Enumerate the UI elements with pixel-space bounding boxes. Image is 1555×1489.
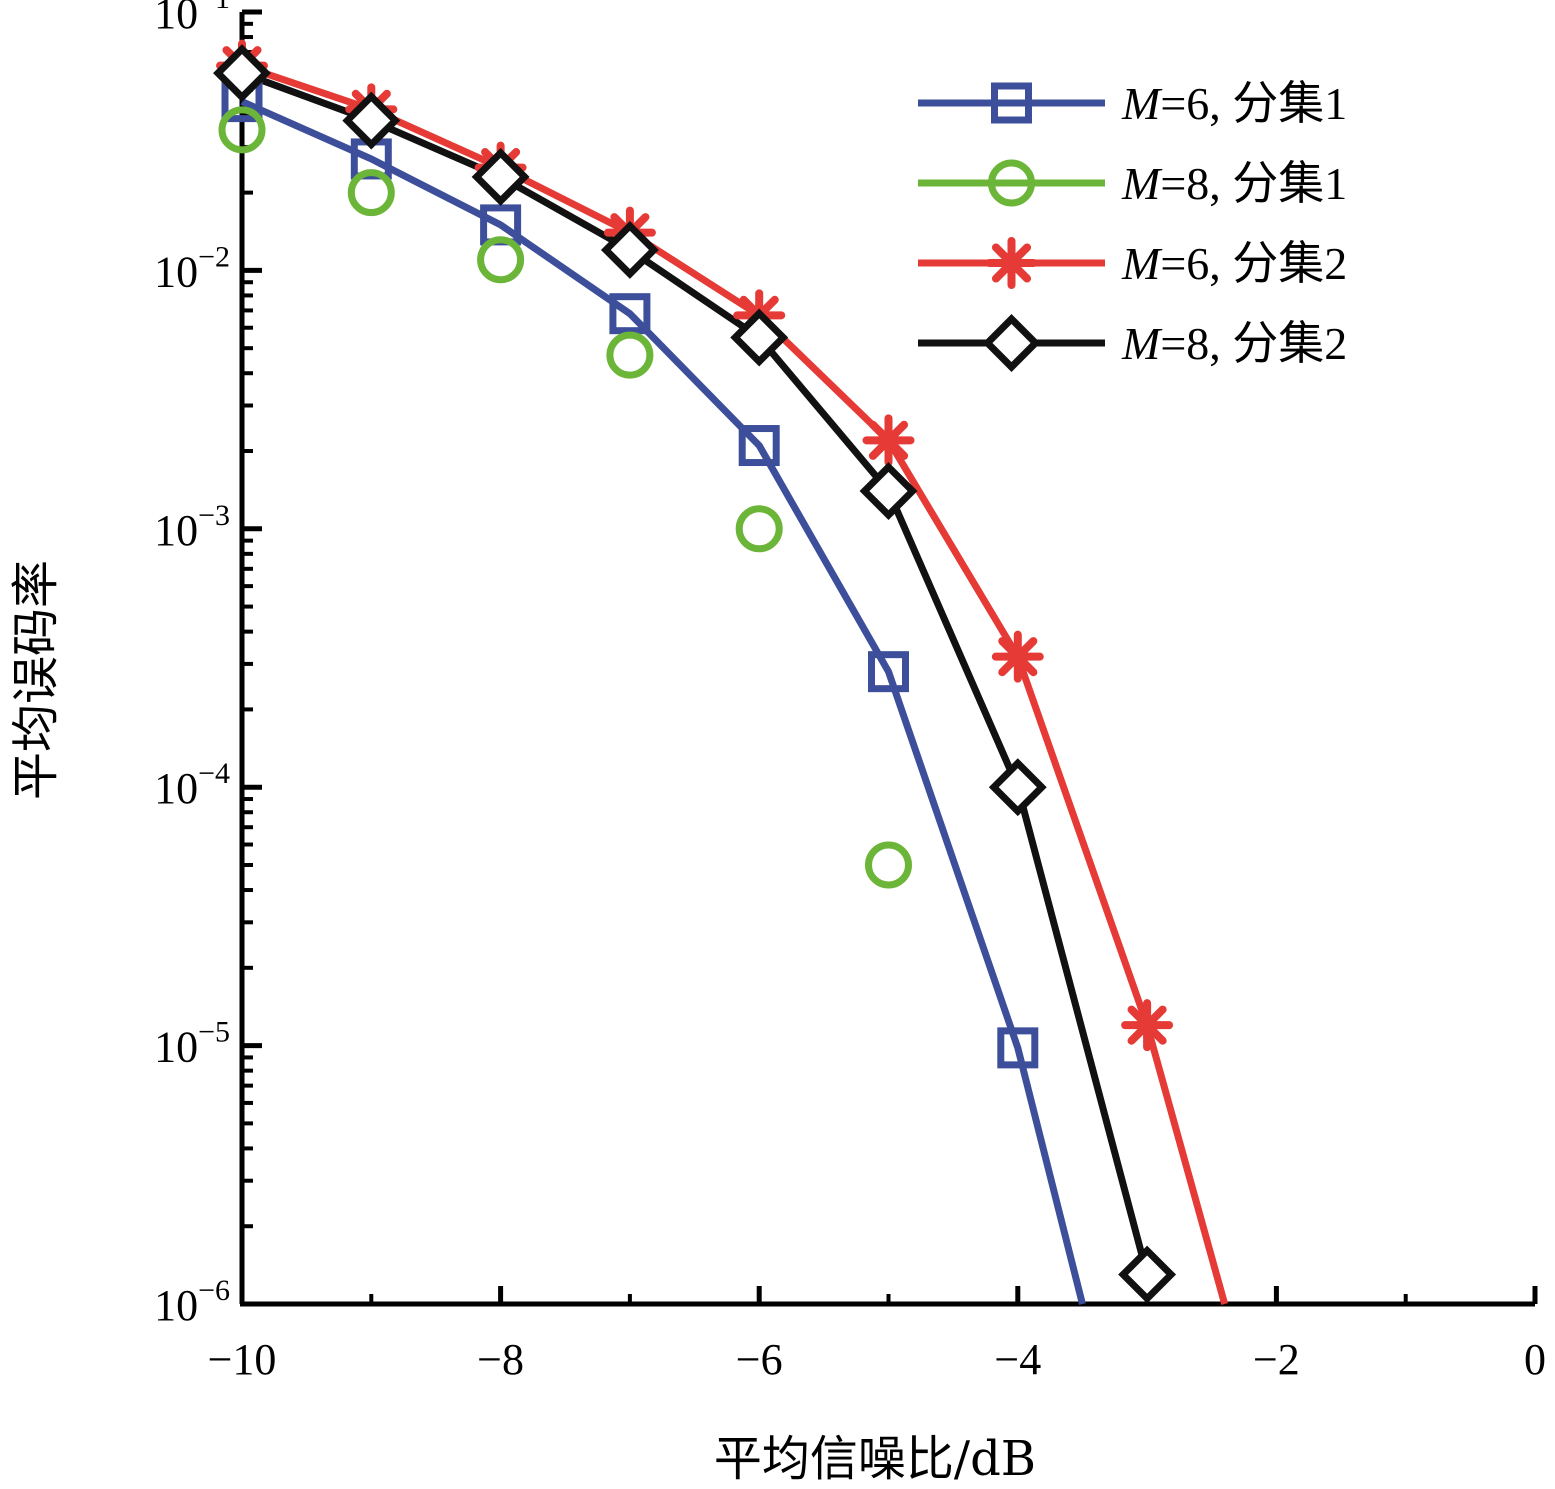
x-tick-label: −6: [736, 1335, 783, 1384]
x-tick-label: −2: [1253, 1335, 1300, 1384]
y-tick-base: 10: [154, 1281, 198, 1330]
legend-label-var: M: [1121, 78, 1163, 129]
series-line-3: [240, 62, 1229, 1305]
series-2-point: [218, 106, 266, 154]
y-tick-exponent: −6: [198, 1274, 230, 1307]
series-4-point: [471, 147, 530, 206]
legend-label-3: M=6, 分集2: [1121, 238, 1347, 289]
y-tick-label: 10−2: [154, 240, 230, 296]
series-2-point: [865, 841, 912, 889]
series-1-point: [868, 651, 909, 693]
series-4-point: [859, 462, 918, 520]
x-axis-title: 平均信噪比/dB: [714, 1431, 1036, 1487]
series-3-point: [862, 414, 915, 467]
y-tick-label: 10−5: [154, 1016, 230, 1072]
y-tick-exponent: −3: [198, 499, 230, 532]
y-tick-exponent: −2: [198, 240, 230, 273]
series-2-point: [347, 169, 395, 217]
legend-marker-2: [988, 159, 1035, 207]
legend-marker-4: [982, 314, 1041, 372]
y-tick-base: 10: [154, 247, 198, 296]
x-tick-label: −10: [208, 1335, 277, 1384]
series-2-point: [477, 236, 525, 284]
series-markers: [213, 39, 1177, 1304]
x-tick-label: 0: [1524, 1335, 1546, 1384]
series-4-point: [988, 758, 1047, 817]
series-4-point: [600, 220, 659, 279]
series-4-point: [342, 91, 401, 150]
y-tick-label: 10−6: [154, 1274, 230, 1330]
y-tick-label: 10−4: [154, 757, 230, 813]
legend-label-var: M: [1121, 158, 1163, 209]
series-1-point: [738, 425, 780, 467]
series-1-point: [609, 293, 651, 335]
legend-marker-3: [985, 237, 1038, 289]
series-2-point: [606, 331, 654, 379]
y-tick-base: 10: [154, 506, 198, 555]
legend-marker-1: [991, 82, 1032, 124]
x-tick-label: −4: [994, 1335, 1041, 1384]
series-4-point: [1118, 1245, 1177, 1304]
series-3-point: [991, 630, 1044, 683]
y-tick-label: 10−3: [154, 499, 230, 555]
legend-label-4: M=8, 分集2: [1121, 318, 1347, 369]
x-tick-label: −8: [477, 1335, 524, 1384]
legend-label-text: =6, 分集1: [1160, 78, 1347, 129]
y-tick-exponent: −1: [198, 0, 230, 15]
y-tick-exponent: −5: [198, 1016, 230, 1049]
series-4-point: [213, 44, 271, 103]
y-axis-title: 平均误码率: [8, 560, 64, 800]
series-3-point: [1121, 999, 1174, 1052]
legend-label-var: M: [1121, 318, 1163, 369]
y-tick-base: 10: [154, 1023, 198, 1072]
series-lines: [240, 62, 1229, 1305]
legend-label-text: =8, 分集1: [1160, 158, 1347, 209]
series-line-1: [240, 98, 1086, 1305]
series-line-4: [240, 69, 1151, 1276]
y-tick-base: 10: [154, 764, 198, 813]
y-tick-label: 10−1: [154, 0, 230, 38]
series-1-point: [997, 1027, 1039, 1069]
legend-label-text: =6, 分集2: [1160, 238, 1347, 289]
legend-label-2: M=8, 分集1: [1121, 158, 1347, 209]
legend-label-1: M=6, 分集1: [1121, 78, 1347, 129]
legend-label-text: =8, 分集2: [1160, 318, 1347, 369]
y-tick-base: 10: [154, 0, 198, 38]
series-2-point: [735, 505, 783, 553]
legend-label-var: M: [1121, 238, 1163, 289]
series-4-point: [730, 308, 789, 367]
y-tick-exponent: −4: [198, 757, 230, 790]
